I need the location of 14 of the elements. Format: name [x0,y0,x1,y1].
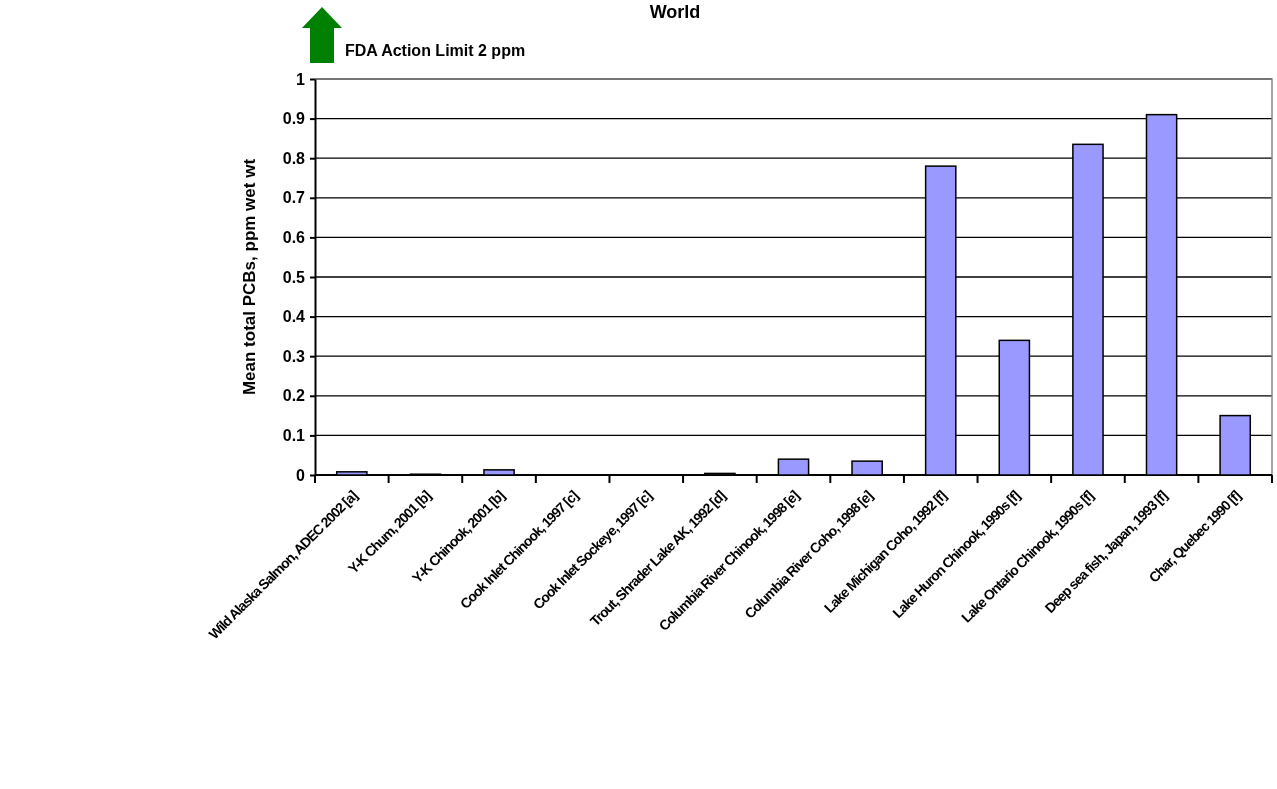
y-tick-label: 0.8 [282,149,306,167]
y-tick-label: 0.5 [282,268,306,286]
chart-title: World [649,2,701,22]
y-tick-label: 0.7 [282,189,306,207]
y-tick-label: 0 [296,466,306,484]
y-tick-label: 0.3 [282,347,306,365]
text: FDA Action Limit 2 ppm [345,42,526,59]
y-tick-label: 0.2 [282,387,306,405]
y-tick-label: 0.1 [282,427,306,445]
y-axis-title: Mean total PCBs, ppm wet wt [240,158,259,396]
y-tick-label: 0.9 [282,110,306,128]
y-tick-label: 0.6 [282,229,306,247]
y-tick-label: 0.4 [282,308,306,326]
y-tick-label: 1 [296,70,306,88]
